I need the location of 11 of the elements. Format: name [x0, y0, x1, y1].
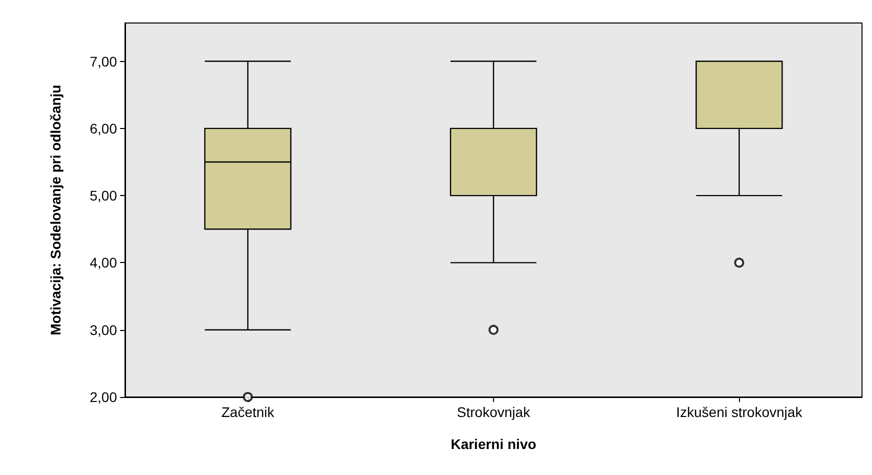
- x-tick-label: Izkušeni strokovnjak: [676, 404, 804, 420]
- y-tick-label: 3,00: [90, 322, 118, 338]
- x-tick-label: Strokovnjak: [456, 404, 532, 420]
- y-tick-label: 6,00: [90, 120, 118, 136]
- x-axis-title: Karierni nivo: [450, 436, 536, 452]
- y-tick-label: 7,00: [90, 53, 118, 70]
- y-tick-label: 2,00: [90, 389, 118, 405]
- x-tick-label: Začetnik: [221, 404, 276, 420]
- y-tick-label: 5,00: [90, 188, 118, 204]
- y-axis-title: Motivacija: Sodelovanje pri odločanju: [48, 84, 64, 336]
- y-tick-label: 4,00: [90, 254, 118, 271]
